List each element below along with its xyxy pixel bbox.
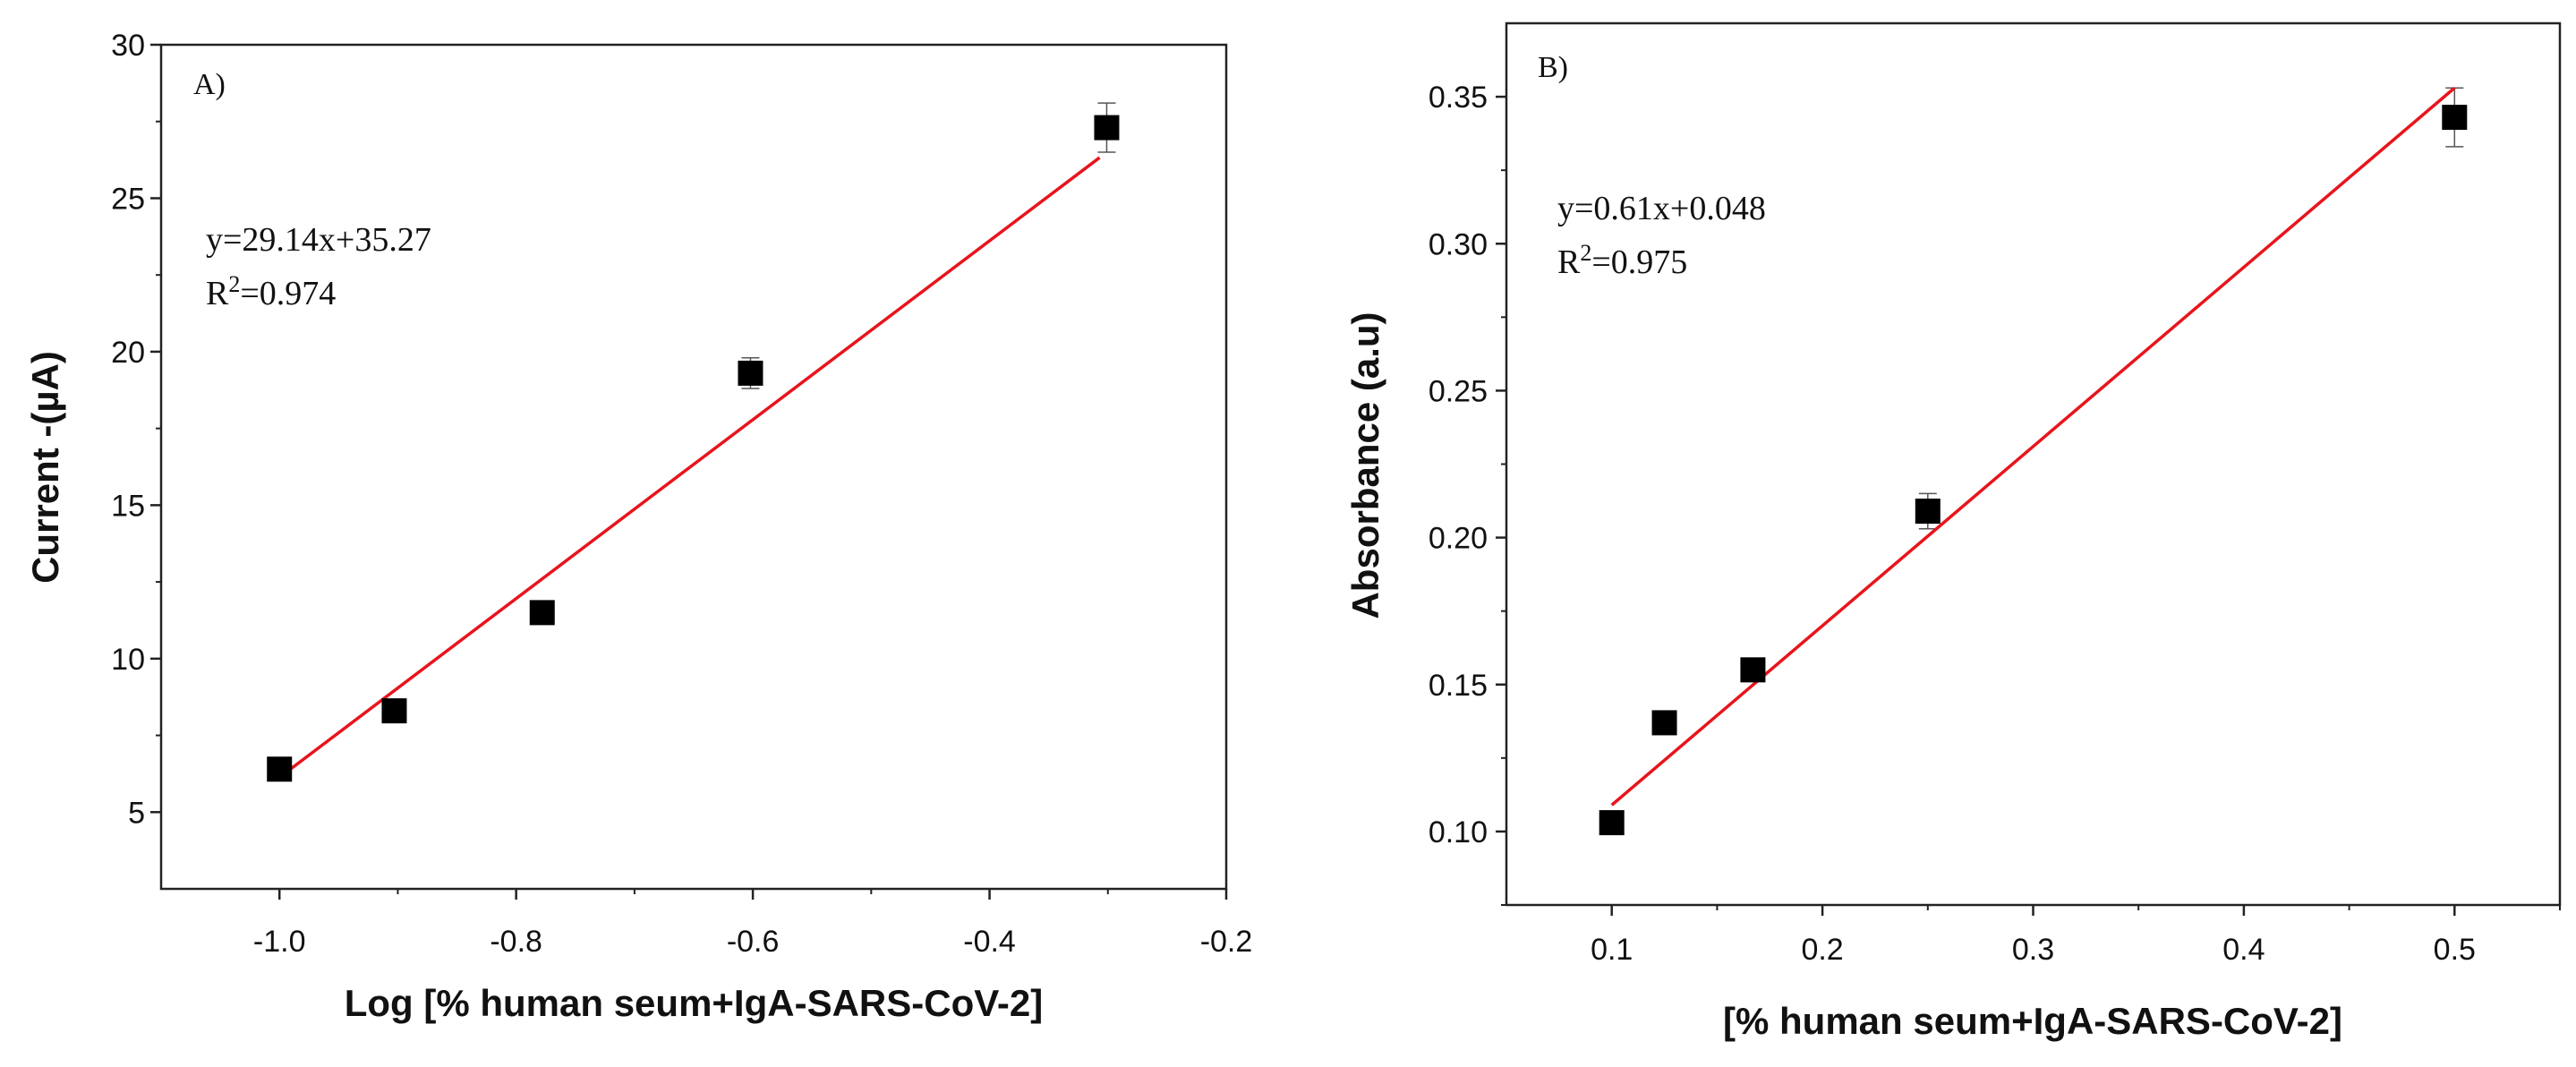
y-tick-label: 20	[111, 336, 145, 370]
x-tick-label: -0.4	[963, 925, 1016, 959]
data-point	[1599, 810, 1625, 836]
y-tick-label: 25	[111, 182, 145, 216]
x-axis-label-a: Log [% human seum+IgA-SARS-CoV-2]	[345, 982, 1044, 1024]
chart-panel-a: A) 5 10 15 20 25 30 -1.0 -0.8 -0.6 -0.4 -0.2 y=29…	[24, 29, 1252, 1024]
y-tick-label: 15	[111, 489, 145, 523]
data-point	[267, 756, 293, 782]
fit-equation-a: y=29.14x+35.27	[206, 221, 431, 259]
x-tick-label: 0.2	[1801, 933, 1843, 967]
y-axis-label-a: Current -(µA)	[24, 351, 66, 584]
x-tick-label: 0.3	[2012, 933, 2054, 967]
x-tick-label: -0.2	[1200, 925, 1253, 959]
data-point	[2442, 105, 2468, 131]
data-point	[529, 600, 555, 626]
panel-label-a: A)	[193, 68, 226, 101]
y-tick-label: 30	[111, 29, 145, 63]
y-tick-label: 0.10	[1429, 815, 1488, 849]
y-tick-label: 0.20	[1429, 522, 1488, 556]
panel-label-b: B)	[1538, 51, 1568, 84]
fit-line-b	[1610, 86, 2456, 807]
x-tick-label: 0.4	[2222, 933, 2265, 967]
x-tick-label: -0.6	[727, 925, 780, 959]
y-tick-label: 5	[128, 796, 145, 830]
data-point	[738, 360, 763, 386]
plot-frame-b	[1505, 21, 2562, 907]
data-point	[381, 698, 407, 724]
data-point	[1651, 710, 1677, 736]
x-axis-label-b: [% human seum+IgA-SARS-CoV-2]	[1723, 1000, 2342, 1042]
x-tick-label: 0.5	[2434, 933, 2476, 967]
x-tick-label: -1.0	[253, 925, 306, 959]
fit-r2-a: R2=0.974	[206, 271, 336, 312]
data-point	[1915, 499, 1941, 525]
y-tick-label: 0.35	[1429, 81, 1488, 115]
fit-equation-b: y=0.61x+0.048	[1557, 190, 1766, 227]
x-tick-label: 0.1	[1591, 933, 1633, 967]
y-tick-label: 10	[111, 643, 145, 677]
y-axis-label-b: Absorbance (a.u)	[1344, 312, 1386, 619]
y-tick-label: 0.25	[1429, 374, 1488, 408]
y-tick-label: 0.30	[1429, 227, 1488, 261]
x-tick-label: -0.8	[490, 925, 542, 959]
chart-panel-b: B) 0.10 0.15 0.20 0.25 0.30 0.35 0.1 0.2 0.3 0.4…	[1344, 21, 2562, 1042]
y-tick-label: 0.15	[1429, 669, 1488, 703]
fit-line-a	[278, 156, 1101, 779]
data-point	[1094, 115, 1120, 141]
plot-frame-a	[159, 43, 1228, 891]
fit-r2-b: R2=0.975	[1557, 240, 1687, 281]
data-point	[1740, 657, 1766, 683]
